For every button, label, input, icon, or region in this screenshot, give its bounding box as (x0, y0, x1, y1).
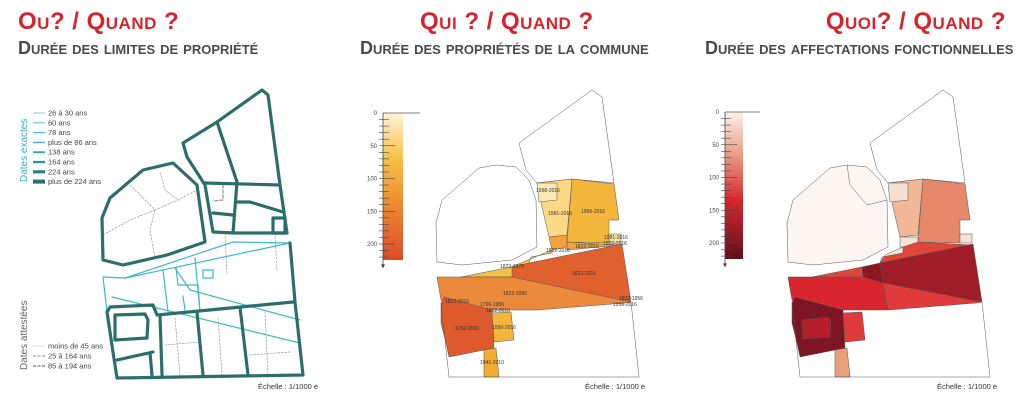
parcel-red-left (811, 266, 864, 278)
parcel-small-1981 (608, 233, 622, 244)
parcel-date-label: 1823-2016 (572, 271, 596, 277)
panel3-subtitle: Durée des affectations fonctionnelles (705, 38, 1014, 58)
legend-item-label: 224 ans (48, 167, 75, 176)
parcel-date-label: 1956-2016 (492, 325, 516, 331)
exact-limits-dark (100, 88, 305, 380)
parcel-1822-2016-b (566, 241, 622, 251)
parcel-1956-2016-s (491, 311, 515, 343)
colorbar-duration-red: 0 50 100 150 200 (709, 110, 760, 268)
panel1-subtitle: Durée des limites de propriété (18, 38, 259, 58)
legend-item-label: 60 ans (48, 118, 71, 127)
parcel-cream-tri (879, 246, 904, 264)
parcel-date-label: 1822-2016 (486, 308, 510, 314)
colorbar-tick-label: 200 (367, 242, 378, 248)
parcel-salmon (917, 178, 971, 244)
legend-attested-heading: Dates attestées (19, 301, 30, 370)
panel2-title: Qui ? / Quand ? (420, 8, 594, 35)
legend-item-label: moins de 45 ans (48, 342, 103, 351)
parcel-northwest (786, 164, 889, 266)
parcel-1752-2016 (440, 296, 495, 358)
parcel-date-label: 1752-2016 (455, 326, 479, 332)
parcel-date-label: 1956-2016 (581, 209, 605, 215)
scale-label: Échelle : 1/1000 e (585, 382, 645, 391)
colorbar-tick-label: 200 (709, 241, 720, 247)
legend-exact-heading: Dates exactes (19, 119, 30, 182)
parcel-date-label: 1796-1956 (480, 302, 504, 308)
parcel-date-label: 1956-2016 (613, 302, 637, 308)
parcel-date-label: 1823-2016 (445, 299, 469, 305)
colorbar-tick-label: 0 (716, 110, 720, 116)
legend-item-label: 138 ans (48, 148, 75, 157)
colorbar-tick-label: 150 (367, 209, 378, 215)
exact-limits-light (102, 241, 301, 344)
panel3-title: Quoi? / Quand ? (825, 8, 1006, 35)
colorbar-tick-label: 100 (367, 177, 378, 183)
panel1-title: Ou? / Quand ? (18, 8, 180, 35)
parcel-northwest (435, 164, 538, 266)
parcel-date-label: 1981-2016 (604, 235, 628, 241)
parcel-date-label: 1968-2016 (536, 188, 560, 194)
arrow-down-icon (723, 263, 727, 268)
legend-item-label: plus de 224 ans (48, 177, 101, 186)
attested-limits (102, 171, 291, 376)
legend-item-label: 164 ans (48, 158, 75, 167)
colorbar-tick-label: 50 (712, 143, 719, 149)
colorbar-tick-label: 100 (709, 176, 720, 182)
scale-label: Échelle : 1/1000 e (937, 382, 997, 391)
panel2-subtitle: Durée des propriétés de la commune (360, 38, 649, 58)
parcel-date-label: 1822-2016 (546, 248, 570, 254)
legend-item-label: plus de 86 ans (48, 138, 97, 147)
arrow-down-icon (381, 264, 385, 269)
colorbar-tick-label: 0 (374, 111, 378, 117)
parcel-date-label: 1941-2010 (480, 360, 504, 366)
parcel-cream-small (959, 233, 973, 244)
parcel-1968-2016 (536, 182, 558, 203)
parcel-maroon-inner (801, 316, 832, 340)
scale-label: Échelle : 1/1000 e (258, 382, 318, 391)
parcel-northeast (869, 89, 966, 184)
parcel-cream (887, 182, 909, 203)
colorbar-tick-label: 50 (370, 144, 377, 150)
parcel-date-label: 1981-2016 (548, 211, 572, 217)
colorbar-duration-orange: 0 50 100 150 200 (367, 111, 420, 269)
parcel-northeast (518, 89, 615, 184)
parcel-date-label: 1822-1996 (503, 291, 527, 297)
legend-item-label: 78 ans (48, 128, 71, 137)
parcel-salmon-strip (834, 347, 851, 378)
colorbar-tick-label: 150 (709, 208, 720, 214)
map-property-limits: Échelle : 1/1000 e (100, 88, 318, 391)
map-commune-properties (435, 89, 640, 378)
parcel-red-right (842, 311, 866, 343)
legend-item-label: 85 à 194 ans (48, 362, 92, 371)
parcel-red-light (882, 282, 983, 311)
legend-item-label: 25 à 164 ans (48, 352, 92, 361)
map-functional-uses (786, 89, 991, 378)
parcel-date-label: 1822-1956 (619, 296, 643, 302)
legend-item-label: 26 à 30 ans (48, 109, 87, 118)
parcel-date-label: 1822-2016 (603, 241, 627, 247)
parcel-date-label: 1822-2016 (575, 244, 599, 250)
parcel-date-label: 1823-1978 (500, 264, 524, 270)
